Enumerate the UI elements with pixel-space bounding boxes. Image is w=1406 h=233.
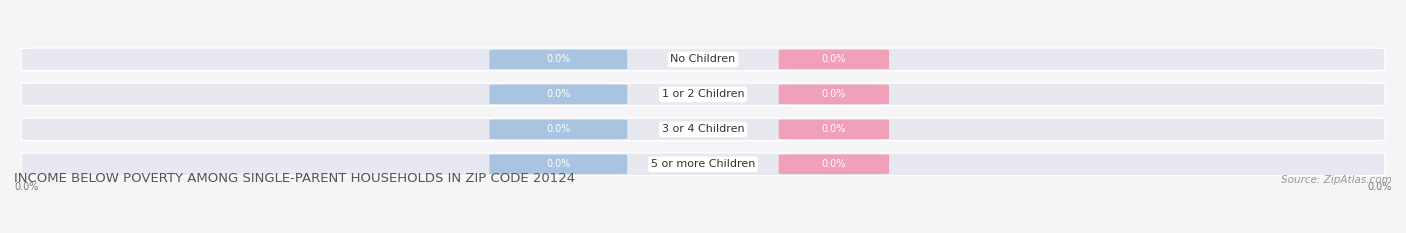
Text: 0.0%: 0.0% — [821, 124, 846, 134]
Text: 0.0%: 0.0% — [821, 89, 846, 99]
FancyBboxPatch shape — [21, 83, 1385, 106]
Text: 3 or 4 Children: 3 or 4 Children — [662, 124, 744, 134]
FancyBboxPatch shape — [21, 153, 1385, 176]
FancyBboxPatch shape — [489, 50, 627, 69]
FancyBboxPatch shape — [21, 118, 1385, 141]
Text: No Children: No Children — [671, 55, 735, 64]
Text: 0.0%: 0.0% — [546, 159, 571, 169]
Text: 0.0%: 0.0% — [546, 124, 571, 134]
FancyBboxPatch shape — [779, 85, 889, 104]
FancyBboxPatch shape — [779, 154, 889, 174]
FancyBboxPatch shape — [489, 85, 627, 104]
FancyBboxPatch shape — [779, 50, 889, 69]
FancyBboxPatch shape — [21, 48, 1385, 71]
Text: 0.0%: 0.0% — [1368, 182, 1392, 192]
Text: 0.0%: 0.0% — [821, 55, 846, 64]
Text: INCOME BELOW POVERTY AMONG SINGLE-PARENT HOUSEHOLDS IN ZIP CODE 20124: INCOME BELOW POVERTY AMONG SINGLE-PARENT… — [14, 171, 575, 185]
FancyBboxPatch shape — [489, 154, 627, 174]
Text: 0.0%: 0.0% — [546, 55, 571, 64]
Text: 5 or more Children: 5 or more Children — [651, 159, 755, 169]
FancyBboxPatch shape — [489, 120, 627, 139]
Text: 0.0%: 0.0% — [14, 182, 38, 192]
Text: 1 or 2 Children: 1 or 2 Children — [662, 89, 744, 99]
FancyBboxPatch shape — [779, 120, 889, 139]
Text: 0.0%: 0.0% — [821, 159, 846, 169]
Text: 0.0%: 0.0% — [546, 89, 571, 99]
Text: Source: ZipAtlas.com: Source: ZipAtlas.com — [1281, 175, 1392, 185]
